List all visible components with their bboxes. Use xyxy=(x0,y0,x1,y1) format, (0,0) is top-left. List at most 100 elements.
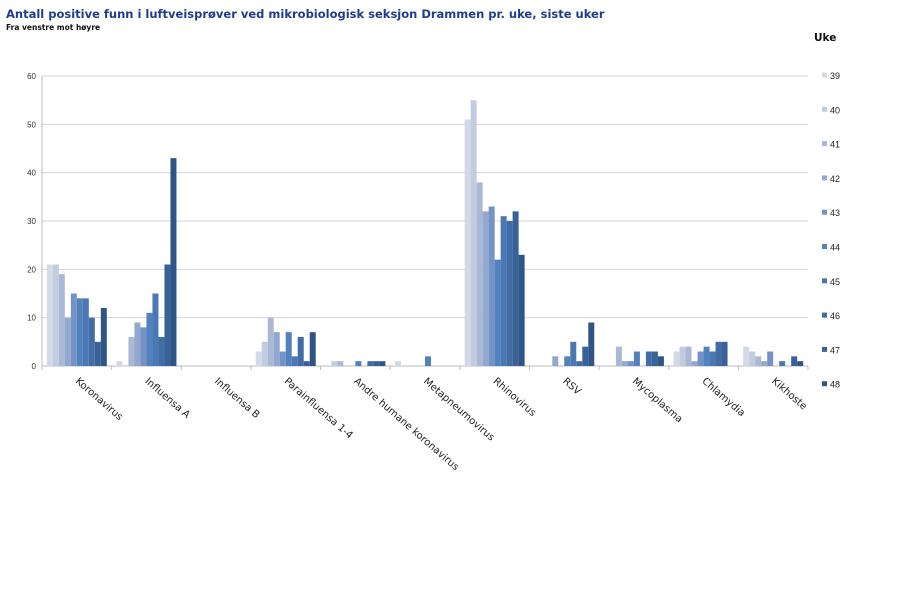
bar-43-8 xyxy=(627,361,634,366)
bar-47-1 xyxy=(164,264,171,366)
bar-45-10 xyxy=(779,361,786,366)
bar-43-0 xyxy=(70,293,77,366)
bar-39-9 xyxy=(673,351,680,366)
legend-label: 48 xyxy=(830,380,840,390)
bar-48-8 xyxy=(657,356,664,366)
bar-47-6 xyxy=(512,211,519,366)
legend-label: 44 xyxy=(830,243,840,253)
bar-39-6 xyxy=(464,119,471,366)
bar-40-0 xyxy=(52,264,59,366)
y-tick-label: 40 xyxy=(27,169,36,178)
bar-46-0 xyxy=(88,317,95,366)
bar-44-6 xyxy=(494,259,501,366)
bar-42-6 xyxy=(482,211,489,366)
bar-42-3 xyxy=(273,332,280,366)
legend-swatch xyxy=(822,175,827,181)
bar-47-10 xyxy=(791,356,798,366)
x-category-label: Parainfluensa 1-4 xyxy=(282,376,355,441)
x-category-label: Mycoplasma xyxy=(630,376,684,425)
bar-39-1 xyxy=(116,361,123,366)
legend-swatch xyxy=(822,312,827,318)
legend-title: Uke xyxy=(814,32,836,44)
legend-label: 39 xyxy=(830,71,840,81)
legend-swatch xyxy=(822,278,827,284)
bar-47-3 xyxy=(303,361,310,366)
bar-45-0 xyxy=(82,298,89,366)
bar-44-0 xyxy=(76,298,83,366)
x-category-label: Rhinovirus xyxy=(491,376,538,419)
legend-swatch xyxy=(822,346,827,352)
bars xyxy=(46,100,804,367)
bar-46-6 xyxy=(506,221,513,366)
bar-40-3 xyxy=(261,341,268,366)
bar-42-9 xyxy=(691,361,698,366)
y-tick-label: 0 xyxy=(32,362,37,371)
x-category-label: Chlamydia xyxy=(700,376,747,419)
bar-43-1 xyxy=(140,327,147,366)
bar-47-8 xyxy=(651,351,658,366)
bar-48-1 xyxy=(170,158,177,366)
legend-label: 41 xyxy=(830,140,840,150)
bar-47-0 xyxy=(94,341,101,366)
bar-43-3 xyxy=(279,351,286,366)
legend-label: 47 xyxy=(830,345,840,355)
legend-label: 46 xyxy=(830,311,840,321)
y-tick-label: 20 xyxy=(27,265,36,274)
x-category-label: Koronavirus xyxy=(73,376,125,423)
bar-41-1 xyxy=(128,337,135,366)
x-category-label: RSV xyxy=(560,376,583,398)
y-tick-label: 60 xyxy=(27,72,36,81)
bar-44-8 xyxy=(633,351,640,366)
legend-swatch xyxy=(822,106,827,112)
bar-47-9 xyxy=(721,341,728,366)
legend-swatch xyxy=(822,209,827,215)
bar-48-6 xyxy=(518,254,525,366)
bar-44-5 xyxy=(425,356,431,366)
x-category-label: Metapneumovirus xyxy=(421,376,496,444)
bar-42-1 xyxy=(134,322,141,366)
bar-43-10 xyxy=(767,351,774,366)
bar-44-9 xyxy=(703,346,710,366)
bar-48-3 xyxy=(309,332,316,366)
bar-46-7 xyxy=(576,361,583,366)
bar-44-3 xyxy=(285,332,292,366)
x-category-label: Influensa B xyxy=(212,376,261,421)
legend-label: 43 xyxy=(830,208,840,218)
chart-subtitle: Fra venstre mot høyre xyxy=(6,23,100,32)
bar-41-4 xyxy=(337,361,344,366)
bar-45-3 xyxy=(291,356,298,366)
bar-47-7 xyxy=(582,346,589,366)
y-tick-label: 10 xyxy=(27,314,36,323)
bar-44-4 xyxy=(355,361,362,366)
bar-48-4 xyxy=(379,361,386,366)
bar-48-7 xyxy=(588,322,595,366)
bar-41-8 xyxy=(615,346,622,366)
x-category-label: Influensa A xyxy=(142,376,191,421)
bar-41-9 xyxy=(685,346,692,366)
bar-39-10 xyxy=(743,346,750,366)
y-axis: 0 10 20 30 40 50 60 xyxy=(27,72,43,371)
x-axis: Koronavirus Influensa A Influensa B Parainf… xyxy=(41,366,809,473)
bar-45-1 xyxy=(152,293,159,366)
bar-46-1 xyxy=(158,337,165,366)
bar-42-10 xyxy=(761,361,768,366)
bar-47-4 xyxy=(373,361,380,366)
bar-43-9 xyxy=(697,351,704,366)
bar-48-10 xyxy=(797,361,804,366)
bar-41-0 xyxy=(58,274,65,366)
y-tick-label: 50 xyxy=(27,120,36,129)
x-category-label: Kikhoste xyxy=(769,376,809,412)
bar-45-6 xyxy=(500,216,507,366)
bar-39-5 xyxy=(395,361,401,366)
bar-39-0 xyxy=(46,264,53,366)
bar-45-9 xyxy=(709,351,716,366)
legend-label: 42 xyxy=(830,174,840,184)
bar-41-6 xyxy=(476,182,483,366)
legend-swatch xyxy=(822,244,827,249)
bar-40-4 xyxy=(331,361,338,366)
bar-46-8 xyxy=(645,351,652,366)
legend-swatch xyxy=(822,141,827,147)
bar-42-8 xyxy=(621,361,628,366)
bar-39-3 xyxy=(255,351,262,366)
